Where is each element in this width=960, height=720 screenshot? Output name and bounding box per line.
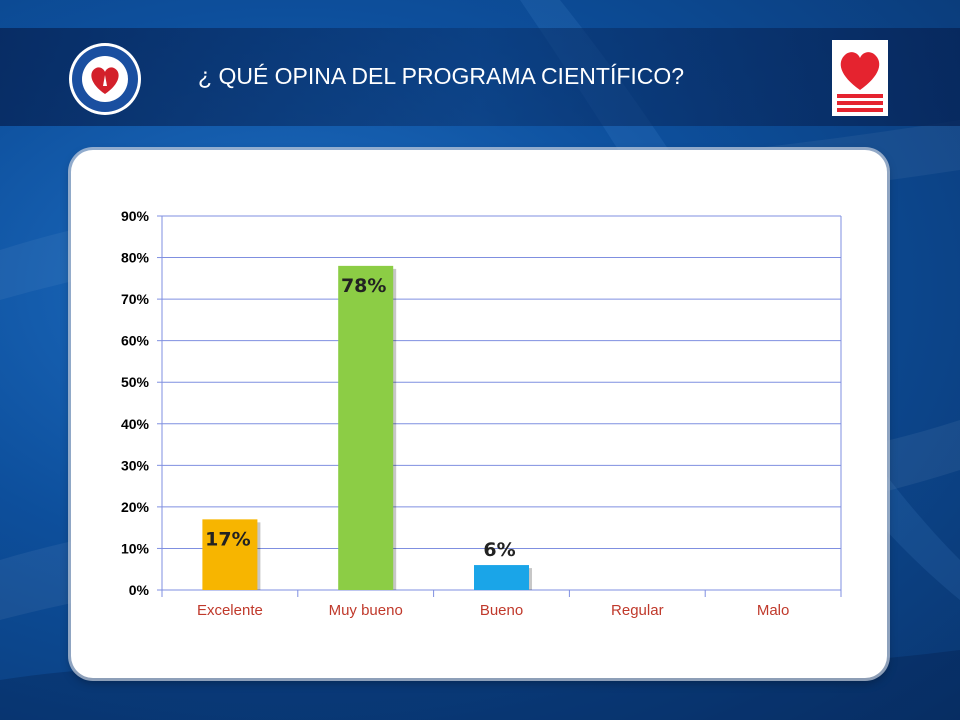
x-tick-label: Bueno xyxy=(480,602,523,619)
x-tick-label: Regular xyxy=(611,602,664,619)
page-title: ¿ QUÉ OPINA DEL PROGRAMA CIENTÍFICO? xyxy=(198,63,685,89)
y-tick-label: 70% xyxy=(121,291,150,307)
data-label: 78% xyxy=(341,275,386,297)
y-tick-label: 80% xyxy=(121,250,150,266)
bar xyxy=(338,265,394,590)
chart-panel: 0% 10% 20% 30% 40% 50% 60% 70% 80% 90% Excelente 17… xyxy=(71,150,887,678)
bar xyxy=(474,565,529,590)
y-tick-label: 90% xyxy=(121,208,150,224)
x-tick-label: Muy bueno xyxy=(329,602,403,619)
y-tick-label: 50% xyxy=(121,374,150,390)
y-tick-label: 40% xyxy=(121,416,150,432)
y-tick-label: 30% xyxy=(121,457,150,473)
fundacion-cardiologica-logo xyxy=(832,40,888,116)
heart-icon xyxy=(837,52,883,112)
y-tick-label: 60% xyxy=(121,333,150,349)
y-tick-label: 20% xyxy=(121,499,150,515)
x-tick-label: Excelente xyxy=(197,602,263,619)
data-label: 6% xyxy=(483,539,515,561)
title-band xyxy=(0,28,960,126)
data-label: 17% xyxy=(205,528,250,550)
y-tick-label: 10% xyxy=(121,540,150,556)
bar-chart: 0% 10% 20% 30% 40% 50% 60% 70% 80% 90% Excelente 17… xyxy=(121,208,842,619)
y-tick-label: 0% xyxy=(129,582,150,598)
bar xyxy=(202,519,258,590)
x-tick-label: Malo xyxy=(757,602,790,619)
sociedad-argentina-logo xyxy=(69,43,141,115)
